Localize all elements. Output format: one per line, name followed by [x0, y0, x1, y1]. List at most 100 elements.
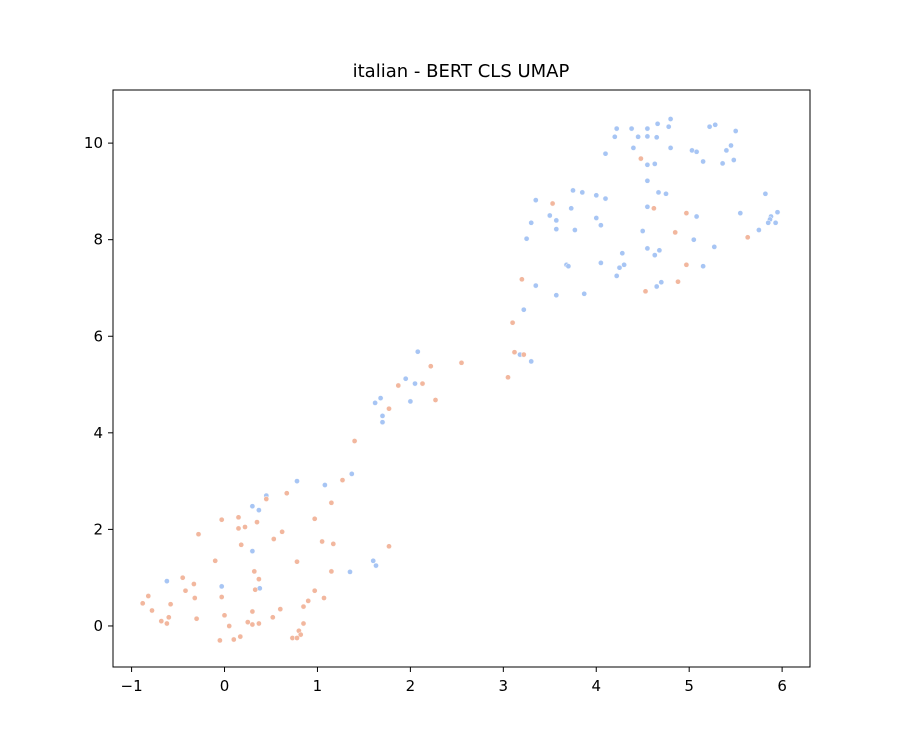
scatter-point: [328, 568, 335, 575]
scatter-point: [294, 635, 300, 641]
scatter-point: [683, 261, 690, 268]
scatter-point: [762, 190, 769, 197]
plot-frame: [112, 89, 811, 668]
y-axis: 0 2 4 6 8 10: [84, 134, 113, 635]
scatter-point: [305, 598, 312, 604]
scatter-point: [164, 620, 170, 627]
scatter-point: [651, 205, 657, 212]
scatter-point: [254, 519, 260, 525]
scatter-point: [711, 244, 718, 250]
scatter-point: [651, 252, 658, 258]
scatter-point: [328, 499, 335, 506]
scatter-point: [532, 197, 539, 203]
scatter-point: [611, 133, 618, 140]
scatter-point: [549, 200, 556, 207]
scatter-point: [294, 478, 300, 484]
scatter-point: [579, 189, 586, 196]
y-tick-label: 0: [93, 617, 103, 635]
scatter-point: [654, 120, 661, 127]
scatter-point: [644, 125, 651, 132]
scatter-point: [321, 595, 327, 601]
scatter-point: [379, 413, 386, 419]
scatter-point: [300, 603, 307, 610]
scatter-point: [251, 568, 258, 575]
scatter-point: [630, 145, 637, 151]
scatter-point: [458, 359, 465, 366]
scatter-point: [772, 219, 779, 226]
scatter-point: [249, 548, 256, 554]
scatter-point: [546, 212, 553, 219]
scatter-point: [656, 247, 663, 254]
scatter-point: [568, 205, 575, 212]
scatter-point: [565, 263, 572, 270]
scatter-point: [283, 490, 290, 497]
scatter-point: [226, 623, 233, 629]
scatter-point: [182, 587, 189, 594]
scatter-point: [279, 528, 285, 535]
scatter-point: [774, 209, 781, 216]
scatter-point: [572, 227, 578, 233]
scatter-point: [593, 215, 600, 221]
scatter-point: [690, 236, 697, 243]
scatter-point: [528, 219, 535, 226]
scatter-point: [520, 351, 527, 358]
scatter-point: [297, 631, 304, 638]
scatter-point: [658, 279, 665, 286]
scatter-point: [700, 158, 706, 165]
scatter-point: [347, 569, 353, 575]
scatter-point: [330, 541, 337, 547]
scatter-point: [370, 557, 377, 564]
x-tick-label: 3: [499, 677, 509, 695]
scatter-point: [235, 514, 242, 521]
scatter-point: [644, 203, 651, 210]
scatter-point: [737, 210, 744, 216]
scatter-point: [372, 400, 378, 406]
scatter-point: [294, 558, 300, 565]
scatter-point: [598, 222, 604, 229]
scatter-point: [621, 261, 627, 268]
scatter-point: [139, 600, 146, 607]
scatter-point: [644, 245, 651, 252]
scatter-point: [675, 278, 681, 285]
scatter-point: [651, 161, 658, 167]
points-layer: [139, 116, 781, 644]
scatter-point: [256, 576, 262, 582]
scatter-point: [712, 121, 719, 128]
scatter-point: [322, 482, 328, 488]
scatter-point: [602, 195, 609, 202]
scatter-point: [242, 524, 248, 530]
x-tick-label: 4: [591, 677, 601, 695]
scatter-point: [756, 227, 762, 233]
y-tick-label: 10: [84, 134, 103, 152]
x-axis: −1 0 1 2 3 4 5 6: [121, 667, 787, 695]
scatter-point: [613, 125, 620, 132]
y-tick-label: 8: [93, 231, 103, 249]
scatter-point: [218, 583, 225, 590]
scatter-point: [732, 128, 739, 134]
scatter-point: [570, 187, 576, 194]
scatter-point: [218, 516, 225, 523]
scatter-point: [616, 264, 623, 271]
scatter-point: [412, 380, 418, 387]
scatter-point: [348, 471, 355, 477]
scatter-point: [653, 283, 660, 290]
scatter-point: [765, 219, 772, 226]
scatter-point: [581, 290, 588, 297]
x-tick-label: 5: [684, 677, 694, 695]
scatter-point: [613, 273, 620, 279]
scatter-point: [693, 148, 700, 155]
scatter-point: [619, 250, 626, 257]
scatter-point: [644, 177, 651, 184]
scatter-point: [528, 358, 535, 365]
scatter-point: [379, 419, 386, 426]
scatter-point: [191, 581, 197, 587]
scatter-point: [386, 543, 392, 550]
scatter-point: [419, 380, 426, 387]
scatter-point: [509, 319, 516, 326]
scatter-point: [672, 229, 679, 236]
x-tick-label: 1: [313, 677, 323, 695]
scatter-point: [269, 614, 276, 621]
scatter-point: [339, 477, 346, 483]
scatter-point: [256, 507, 262, 513]
